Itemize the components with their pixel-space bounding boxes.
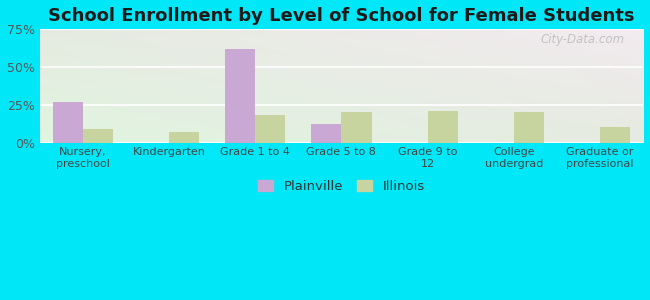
Bar <box>169 132 200 142</box>
Bar <box>514 112 544 142</box>
Text: City-Data.com: City-Data.com <box>541 33 625 46</box>
Bar <box>311 124 341 142</box>
Bar <box>225 49 255 142</box>
Bar <box>255 116 285 142</box>
Legend: Plainville, Illinois: Plainville, Illinois <box>252 175 430 198</box>
Title: School Enrollment by Level of School for Female Students: School Enrollment by Level of School for… <box>48 7 634 25</box>
Bar <box>53 102 83 142</box>
Bar <box>428 111 458 142</box>
Bar <box>600 128 630 142</box>
Bar <box>83 129 113 142</box>
Bar <box>341 112 372 142</box>
